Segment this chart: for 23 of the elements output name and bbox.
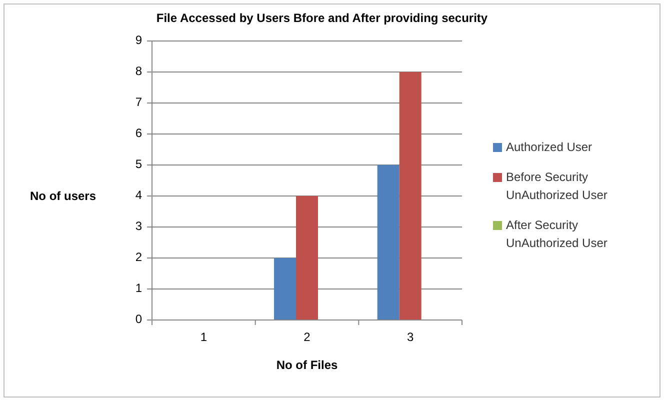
legend-label: Authorized User xyxy=(506,140,592,154)
y-tick-label: 7 xyxy=(135,95,142,110)
y-tick-label: 9 xyxy=(135,33,142,48)
legend-label: Before Security UnAuthorized User xyxy=(506,170,608,202)
legend-label: After Security UnAuthorized User xyxy=(506,218,608,250)
y-tick-label: 4 xyxy=(135,188,142,202)
bar xyxy=(274,258,296,320)
y-tick-label: 3 xyxy=(135,219,142,234)
x-tick-label: 1 xyxy=(200,330,208,344)
y-tick-label: 6 xyxy=(135,126,142,140)
y-tick-label: 8 xyxy=(135,64,142,78)
chart-title: File Accessed by Users Bfore and After providing security xyxy=(156,11,488,25)
x-axis-title: No of Files xyxy=(276,358,338,372)
bar xyxy=(399,72,422,320)
y-axis-title: No of users xyxy=(30,189,96,204)
bar xyxy=(296,196,318,320)
y-tick-label: 0 xyxy=(135,312,142,326)
y-tick-label: 2 xyxy=(135,250,142,264)
y-tick-label: 1 xyxy=(135,281,142,296)
x-tick-label: 3 xyxy=(406,330,414,344)
bar xyxy=(377,165,400,320)
y-tick-label: 5 xyxy=(135,157,142,172)
x-tick-label: 2 xyxy=(304,330,311,344)
